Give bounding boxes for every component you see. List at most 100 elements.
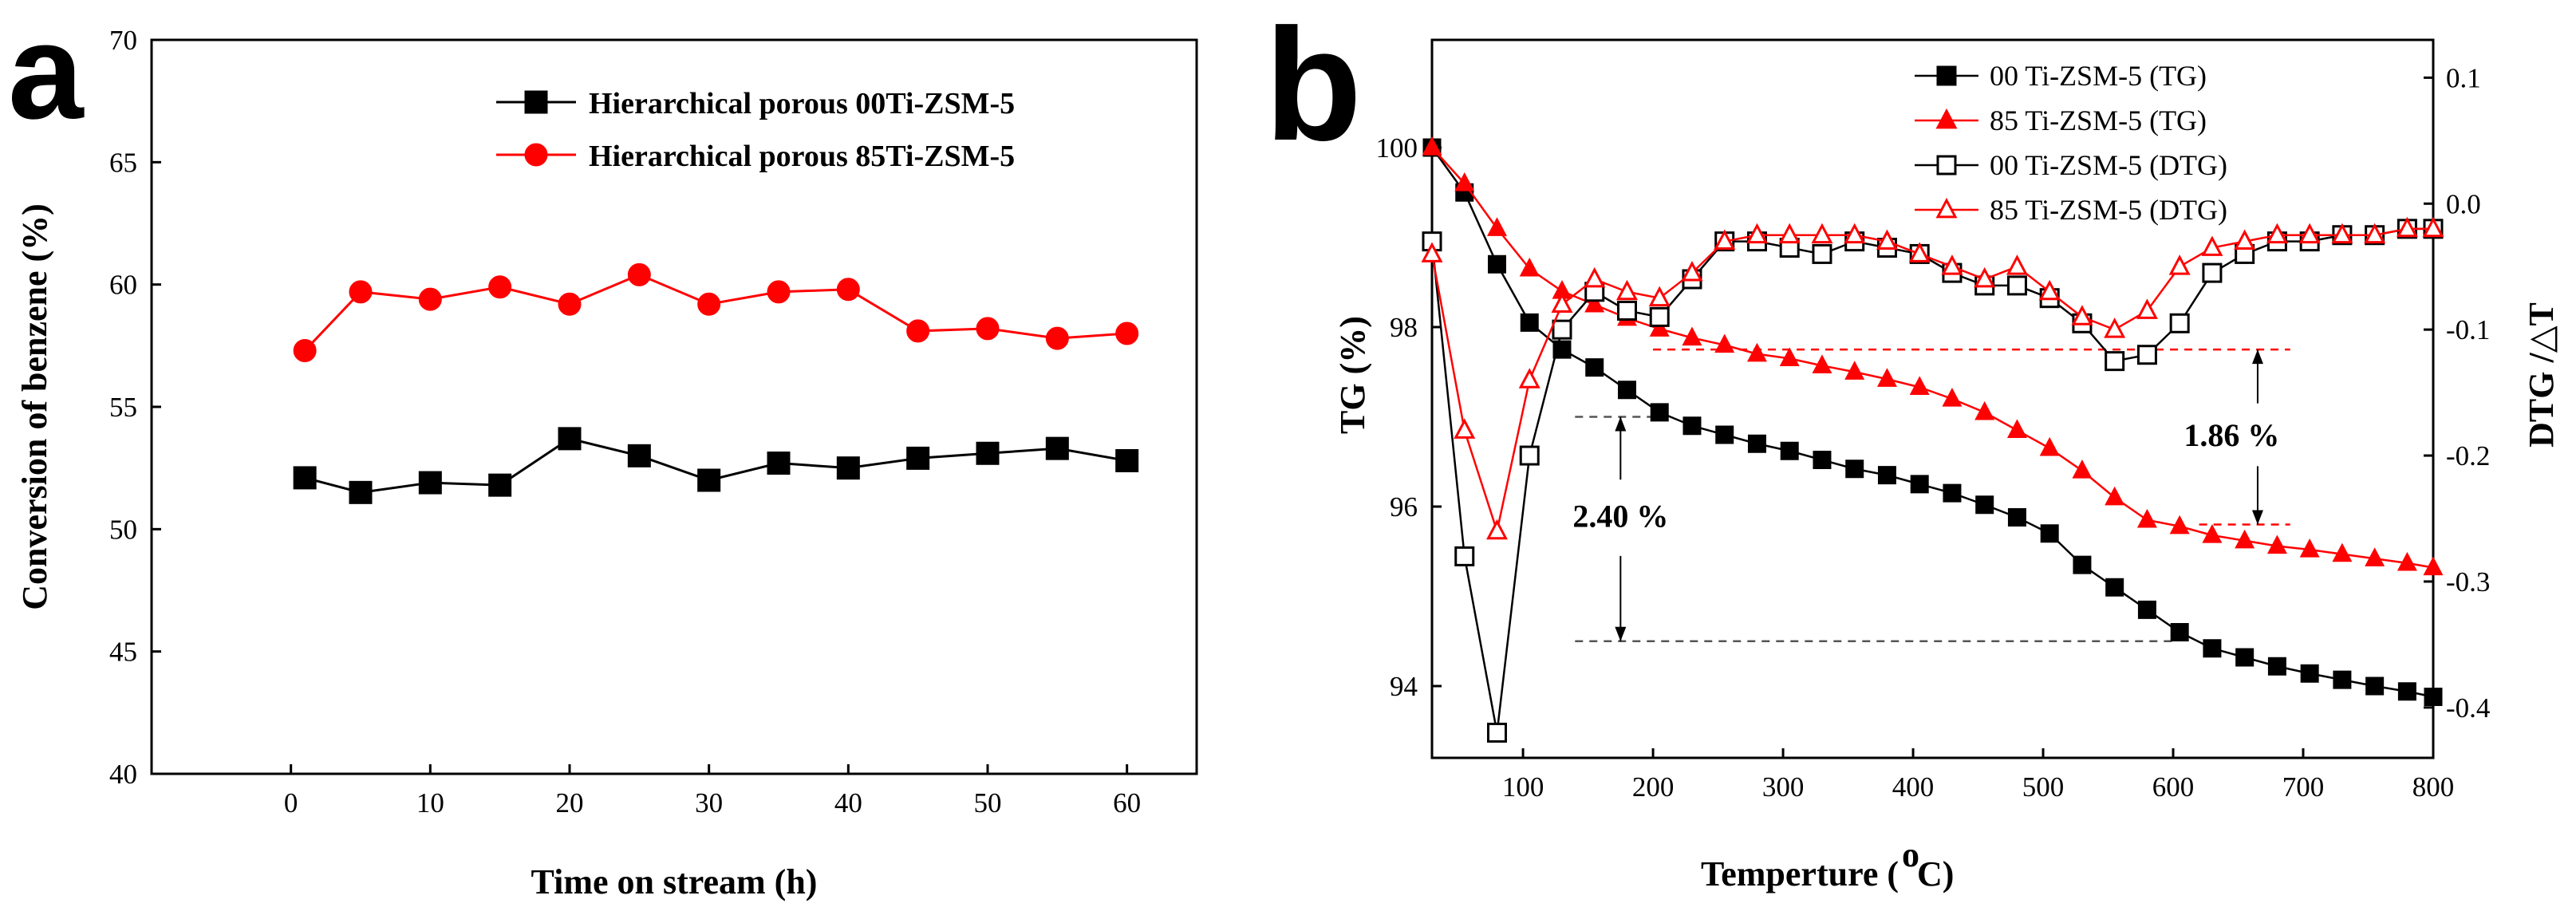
panel-b-data-point bbox=[1649, 306, 1670, 327]
panel-b-data-point bbox=[2267, 657, 2286, 676]
panel-b-data-point bbox=[2365, 547, 2385, 566]
panel-a-x-axis-label: Time on stream (h) bbox=[531, 862, 818, 901]
panel-b-data-point bbox=[2039, 436, 2060, 456]
panel-b-data-point bbox=[1551, 292, 1573, 313]
panel-a-x-tick-label: 60 bbox=[1113, 787, 1141, 818]
panel-a-data-point bbox=[1045, 326, 1069, 350]
panel-b-data-point bbox=[2136, 298, 2158, 319]
panel-b-left-y-tick-label: 98 bbox=[1390, 312, 1418, 343]
panel-b-data-point bbox=[2298, 223, 2321, 244]
panel-b-left-y-tick-label: 96 bbox=[1390, 491, 1418, 523]
panel-b-x-tick-label: 300 bbox=[1762, 771, 1805, 803]
panel-a-data-point bbox=[1115, 321, 1139, 345]
panel-b-data-point bbox=[1519, 257, 1540, 277]
panel-a-legend-marker bbox=[524, 90, 548, 114]
panel-b-series-line-3 bbox=[1430, 227, 2433, 535]
panel-b-data-point bbox=[1486, 722, 1507, 743]
panel-b-annotation: 2.40 % bbox=[1572, 498, 1668, 534]
panel-b-data-point bbox=[2266, 223, 2288, 244]
panel-b-data-point bbox=[1487, 217, 1507, 236]
panel-b-data-point bbox=[1682, 326, 1702, 346]
panel-b-data-point bbox=[1975, 495, 1994, 515]
panel-b-data-point bbox=[1650, 403, 1669, 422]
panel-b-data-point bbox=[2105, 351, 2125, 372]
panel-b-data-point bbox=[1813, 451, 1832, 469]
panel-b-data-point bbox=[2235, 648, 2254, 667]
panel-b-data-point bbox=[1487, 254, 1506, 274]
panel-b-x-axis-label: Temperture ( bbox=[1701, 854, 1899, 893]
panel-b-data-point bbox=[1616, 300, 1637, 321]
panel-b-data-point bbox=[1714, 229, 1736, 250]
panel-a-data-point bbox=[558, 427, 582, 451]
panel-b-data-point bbox=[2006, 419, 2027, 438]
panel-a-x-tick-label: 20 bbox=[556, 787, 584, 818]
panel-b-data-point bbox=[2040, 524, 2059, 543]
panel-b-data-point bbox=[1780, 441, 1799, 460]
panel-b-data-point bbox=[2168, 254, 2191, 275]
panel-b-data-point bbox=[2365, 676, 2385, 696]
panel-a-data-point bbox=[293, 338, 317, 362]
panel-b-data-point bbox=[2137, 600, 2156, 619]
panel-b-annotation: 1.86 % bbox=[2183, 417, 2279, 453]
panel-b-legend: 00 Ti-ZSM-5 (TG) 85 Ti-ZSM-5 (TG) 00 Ti-ZS… bbox=[1915, 60, 2227, 226]
panel-b-data-point bbox=[2073, 555, 2092, 574]
panel-b-data-point bbox=[1585, 358, 1604, 377]
panel-b-data-point bbox=[1422, 136, 1442, 156]
panel-a-data-point bbox=[836, 278, 860, 302]
panel-b-left-y-tick-label: 94 bbox=[1390, 671, 1418, 702]
panel-b-data-point bbox=[1974, 400, 1995, 420]
panel-b-data-point bbox=[1714, 333, 1735, 353]
panel-b-data-point bbox=[1617, 381, 1636, 400]
panel-b-arrow-head bbox=[2251, 349, 2263, 365]
panel-b-data-point bbox=[1812, 354, 1832, 373]
panel-b-legend-label: 00 Ti-ZSM-5 (DTG) bbox=[1990, 149, 2227, 181]
panel-b-x-tick-label: 700 bbox=[2282, 771, 2325, 803]
panel-b-x-tick-label: 400 bbox=[1892, 771, 1935, 803]
panel-b-data-point bbox=[2299, 538, 2320, 558]
panel-a-data-point bbox=[418, 287, 442, 311]
panel-b-data-point bbox=[1908, 242, 1931, 262]
panel-b-data-point bbox=[2364, 223, 2386, 244]
panel-b-data-point bbox=[2038, 279, 2061, 301]
panel-b-data-point bbox=[1681, 261, 1703, 282]
panel-a-letter: a bbox=[8, 0, 85, 148]
panel-b-data-point bbox=[2422, 216, 2444, 238]
panel-b-legend-label: 00 Ti-ZSM-5 (TG) bbox=[1990, 60, 2207, 92]
panel-a-data-point bbox=[293, 466, 317, 490]
panel-b-x-tick-label: 500 bbox=[2022, 771, 2065, 803]
panel-b-data-point bbox=[1682, 416, 1702, 436]
panel-a-data-point bbox=[558, 292, 582, 316]
panel-a-data-point bbox=[1045, 436, 1069, 460]
panel-b-data-point bbox=[2105, 578, 2124, 597]
panel-b-legend-marker bbox=[1935, 108, 1958, 129]
panel-b-right-y-tick-label: 0.0 bbox=[2446, 188, 2481, 219]
panel-b-data-point bbox=[2136, 508, 2157, 528]
panel-b-x-tick-label: 100 bbox=[1502, 771, 1544, 803]
panel-b-data-point bbox=[1584, 266, 1606, 288]
panel-b-data-point bbox=[1421, 242, 1443, 262]
panel-b-x-tick-label: 800 bbox=[2412, 771, 2455, 803]
panel-b-data-point bbox=[1746, 342, 1767, 362]
panel-b-series-line-0 bbox=[1430, 147, 2434, 698]
panel-a-x-tick-label: 10 bbox=[416, 787, 444, 818]
panel-b-data-point bbox=[1811, 223, 1833, 244]
panel-b-data-point bbox=[2006, 275, 2027, 296]
panel-b-data-point bbox=[1454, 418, 1476, 439]
panel-b-data-point bbox=[1615, 279, 1638, 301]
panel-b-data-point bbox=[1552, 319, 1572, 340]
panel-b-data-point bbox=[1454, 172, 1475, 191]
panel-a-data-point bbox=[767, 452, 791, 475]
panel-a-y-tick-label: 65 bbox=[109, 147, 137, 178]
panel-b-data-point bbox=[1812, 243, 1832, 264]
panel-b-data-point bbox=[2203, 639, 2222, 658]
panel-a-y-tick-label: 45 bbox=[109, 637, 137, 668]
panel-b-legend-label: 85 Ti-ZSM-5 (TG) bbox=[1990, 105, 2207, 136]
panel-b-data-point bbox=[1941, 254, 1963, 275]
panel-a-legend-label: Hierarchical porous 85Ti-ZSM-5 bbox=[589, 140, 1015, 173]
panel-a-legend: Hierarchical porous 00Ti-ZSM-5 Hierarchic… bbox=[496, 87, 1015, 173]
panel-b-legend-marker bbox=[1936, 155, 1957, 176]
panel-b-data-point bbox=[2424, 688, 2443, 706]
panel-a-data-point bbox=[488, 473, 512, 497]
panel-b-data-point bbox=[2104, 318, 2126, 338]
